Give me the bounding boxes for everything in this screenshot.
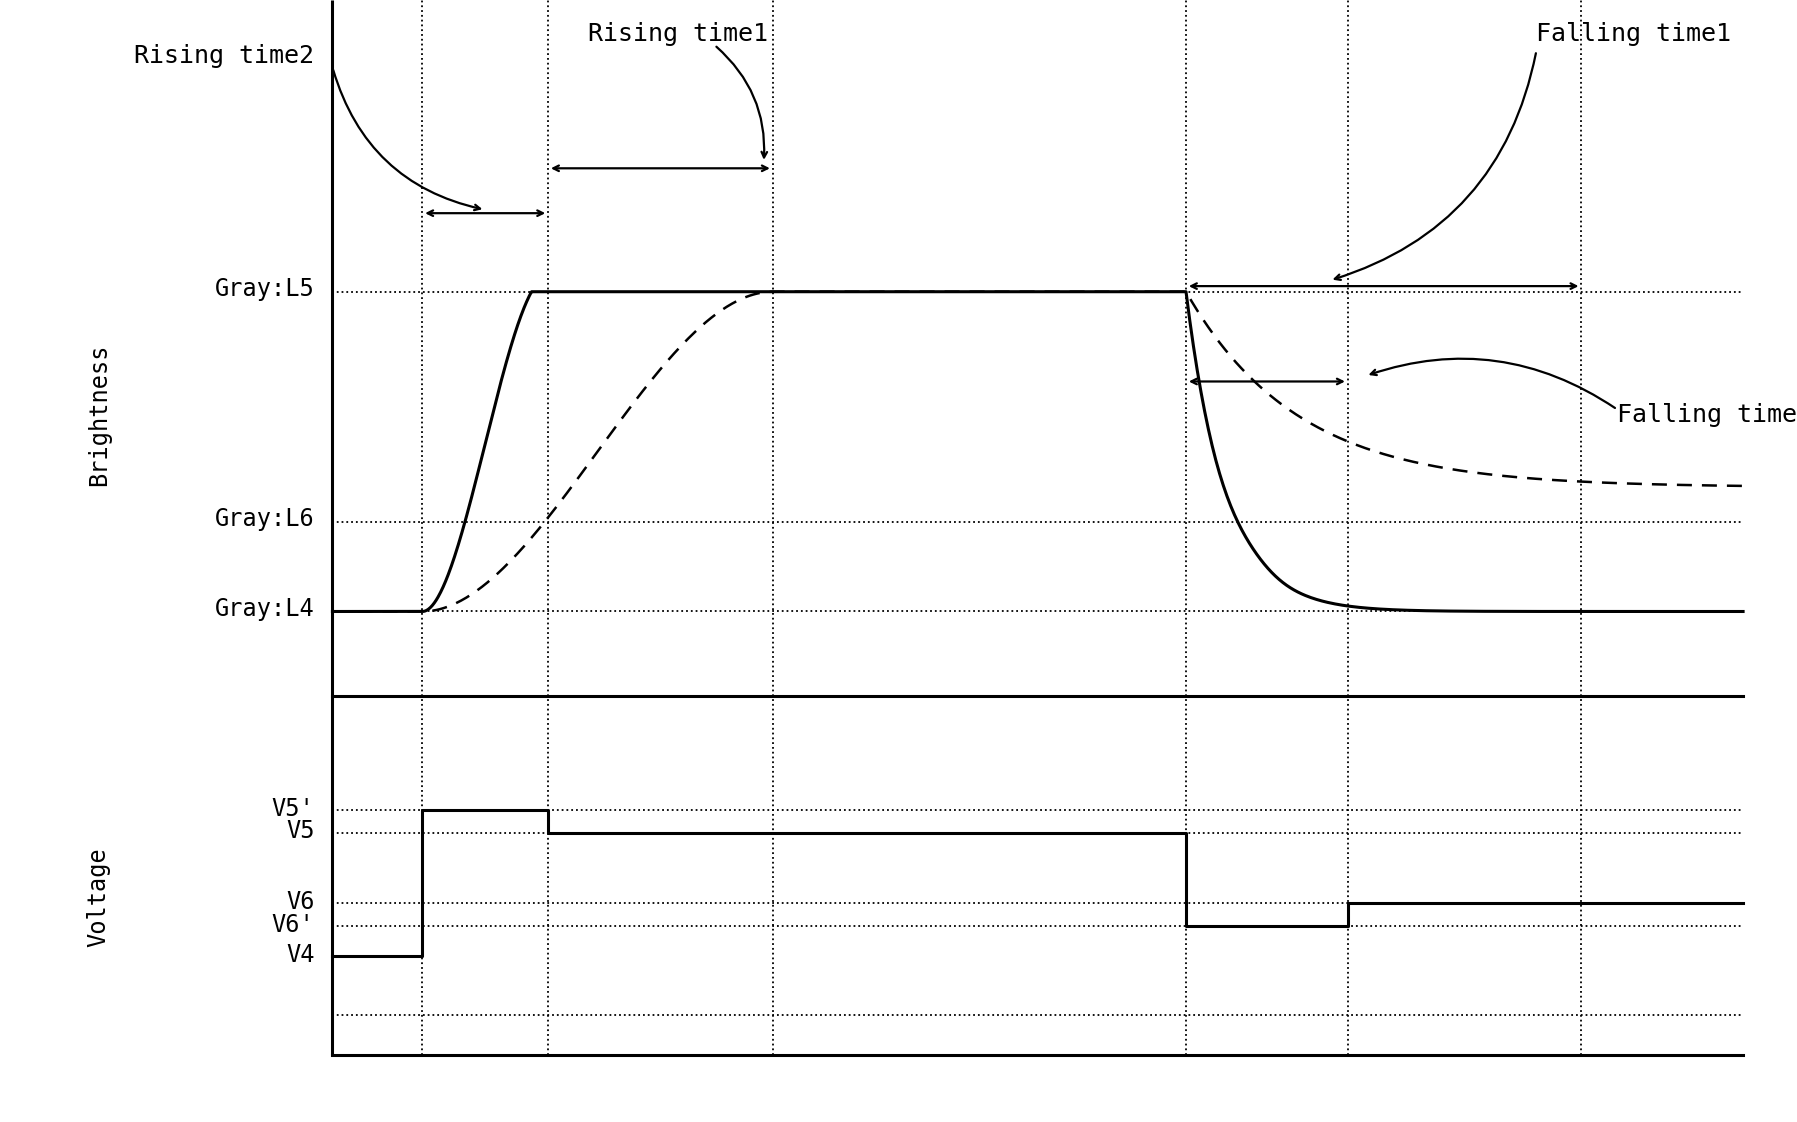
Text: Rising time2: Rising time2 (135, 44, 314, 68)
Text: Gray:L4: Gray:L4 (214, 597, 314, 622)
Text: V6: V6 (286, 890, 314, 914)
Text: Falling time2: Falling time2 (1617, 403, 1797, 427)
Text: Voltage: Voltage (86, 848, 111, 947)
Text: V6': V6' (271, 912, 314, 937)
Text: V5': V5' (271, 797, 314, 821)
Text: Gray:L6: Gray:L6 (214, 507, 314, 532)
Text: V4: V4 (286, 942, 314, 967)
Text: Gray:L5: Gray:L5 (214, 277, 314, 302)
Text: V5: V5 (286, 819, 314, 844)
Text: Falling time1: Falling time1 (1536, 21, 1732, 46)
Text: Brightness: Brightness (86, 343, 111, 487)
Text: Rising time1: Rising time1 (588, 21, 769, 46)
